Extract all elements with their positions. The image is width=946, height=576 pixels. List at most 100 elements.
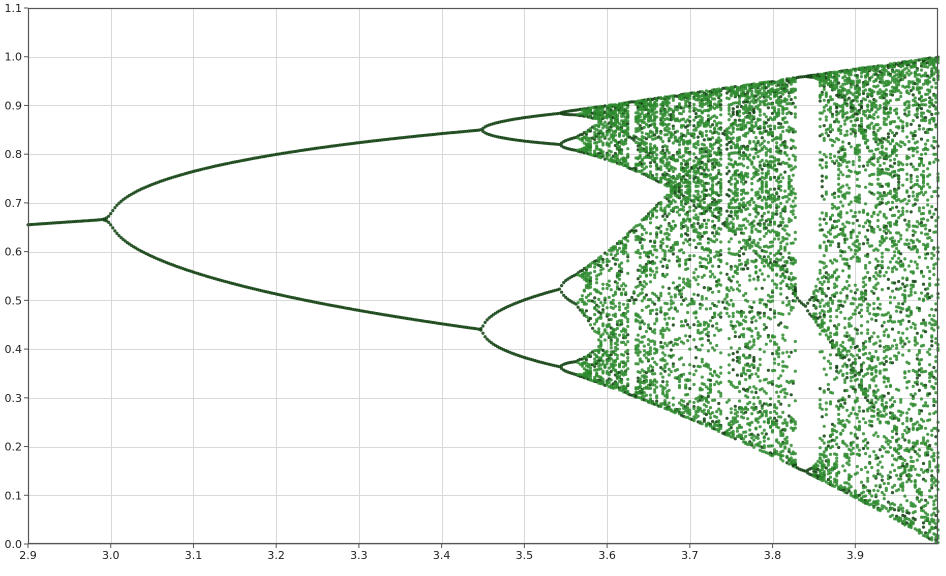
data-point xyxy=(708,341,713,345)
data-point xyxy=(636,277,640,281)
data-point xyxy=(588,354,593,359)
data-point xyxy=(764,325,768,330)
data-point xyxy=(611,365,615,369)
data-point xyxy=(591,326,595,330)
data-point xyxy=(576,305,580,309)
data-point xyxy=(686,229,690,233)
data-point xyxy=(764,121,768,125)
data-point xyxy=(746,191,750,195)
data-point xyxy=(686,392,690,397)
data-point xyxy=(735,385,740,389)
data-point xyxy=(748,203,752,207)
data-point xyxy=(109,212,113,216)
data-point xyxy=(677,151,682,155)
data-point xyxy=(626,162,630,166)
data-point xyxy=(605,156,609,160)
data-point xyxy=(739,208,744,212)
data-point xyxy=(748,369,752,373)
data-point xyxy=(481,324,485,328)
data-point xyxy=(640,299,644,303)
data-point xyxy=(644,267,649,272)
data-point xyxy=(597,327,601,331)
data-point xyxy=(636,338,640,342)
data-point xyxy=(485,318,489,322)
data-point xyxy=(605,306,609,310)
data-point xyxy=(706,394,711,398)
data-point xyxy=(626,239,630,243)
data-point xyxy=(617,287,622,291)
data-point xyxy=(752,359,756,363)
data-point xyxy=(746,165,750,170)
data-point xyxy=(620,284,624,288)
data-point xyxy=(597,361,601,365)
data-point xyxy=(760,188,764,192)
data-point xyxy=(768,416,773,420)
data-point xyxy=(607,373,611,377)
data-point xyxy=(686,402,690,406)
data-point xyxy=(756,169,760,173)
data-point xyxy=(708,173,713,177)
data-point xyxy=(617,272,622,276)
data-point xyxy=(764,258,768,262)
data-point xyxy=(735,410,740,414)
data-point xyxy=(657,298,661,302)
data-point xyxy=(599,367,603,371)
data-point xyxy=(688,237,692,242)
data-point xyxy=(688,157,692,161)
data-point xyxy=(758,246,762,250)
data-point xyxy=(622,340,626,344)
data-point xyxy=(744,123,748,128)
data-point xyxy=(648,393,653,397)
data-point xyxy=(698,232,702,236)
data-point xyxy=(750,334,754,338)
data-point xyxy=(756,139,760,143)
data-point xyxy=(624,291,628,295)
data-point xyxy=(580,268,584,273)
data-point xyxy=(615,353,620,357)
data-point xyxy=(605,133,609,137)
data-point xyxy=(737,258,742,262)
data-point xyxy=(603,135,607,139)
data-point xyxy=(770,102,775,106)
data-point xyxy=(750,230,754,234)
data-point xyxy=(655,235,659,239)
data-point xyxy=(715,304,719,308)
data-point xyxy=(661,148,665,153)
data-point xyxy=(770,289,775,293)
data-point xyxy=(588,316,593,321)
data-point xyxy=(663,353,667,357)
data-point xyxy=(766,255,771,259)
data-point xyxy=(109,223,113,227)
data-point xyxy=(620,321,624,325)
data-point xyxy=(742,231,746,235)
data-point xyxy=(648,161,653,165)
data-point xyxy=(636,348,640,352)
data-point xyxy=(677,143,682,147)
data-point xyxy=(675,242,680,246)
data-point xyxy=(762,255,766,259)
data-point xyxy=(777,362,781,366)
data-point xyxy=(624,250,628,254)
data-point xyxy=(766,210,771,214)
data-point xyxy=(632,301,636,305)
data-point xyxy=(613,253,618,258)
data-point xyxy=(752,110,756,115)
data-point xyxy=(653,123,657,127)
data-point xyxy=(715,343,719,348)
data-point xyxy=(679,302,684,306)
data-point xyxy=(748,278,752,282)
data-point xyxy=(620,261,624,265)
data-point xyxy=(615,347,620,351)
data-point xyxy=(756,375,760,379)
data-point xyxy=(593,269,597,274)
data-point xyxy=(560,290,564,294)
data-point xyxy=(692,222,696,226)
data-point xyxy=(729,411,733,415)
data-point xyxy=(684,386,688,390)
data-point xyxy=(742,118,746,122)
data-point xyxy=(611,306,615,310)
data-point xyxy=(620,239,624,243)
data-point xyxy=(760,184,764,188)
data-point xyxy=(624,237,628,241)
data-point xyxy=(675,205,680,209)
